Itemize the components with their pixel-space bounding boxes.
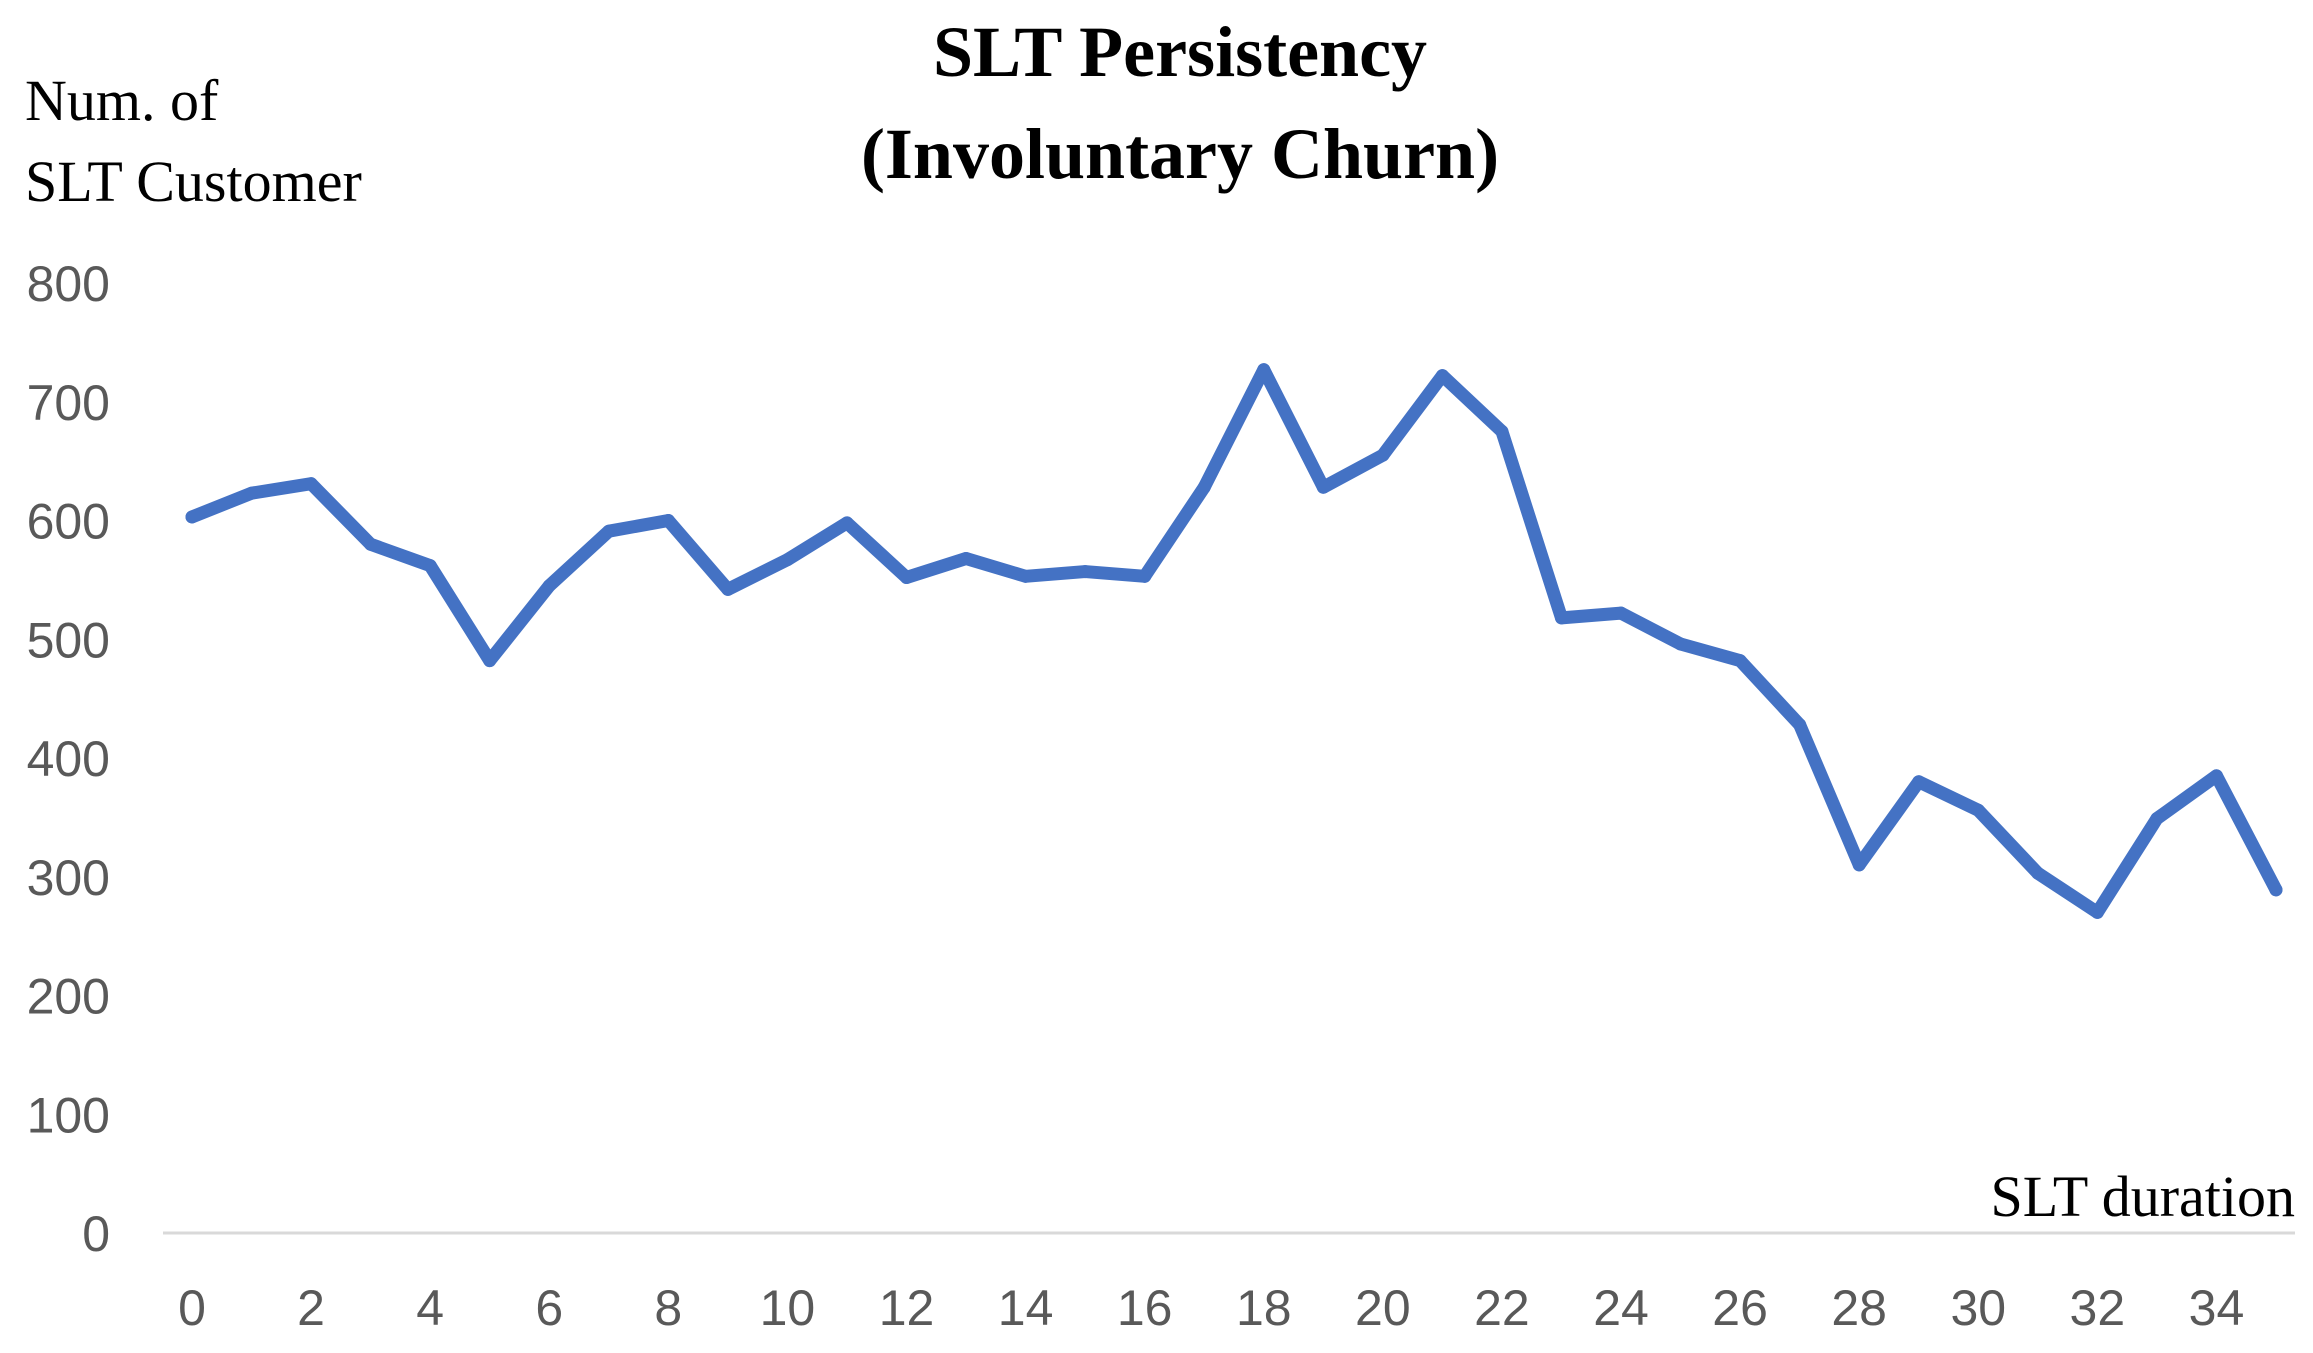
y-axis-label-line-2: SLT Customer xyxy=(25,149,362,214)
data-point xyxy=(721,582,735,596)
chart-title: SLT Persistency xyxy=(933,12,1427,92)
data-point xyxy=(1376,448,1390,462)
data-point xyxy=(602,524,616,538)
x-tick-label: 22 xyxy=(1474,1280,1530,1336)
data-point xyxy=(1793,718,1807,732)
x-tick-label: 16 xyxy=(1117,1280,1173,1336)
data-point xyxy=(185,510,199,524)
data-point xyxy=(304,477,318,491)
x-tick-labels: 0 2 4 6 8 10 12 14 16 18 20 22 24 26 28 30 32 34 xyxy=(178,1280,2244,1336)
x-tick-label: 6 xyxy=(535,1280,563,1336)
data-point xyxy=(661,514,675,527)
data-point xyxy=(1614,606,1628,620)
x-tick-label: 2 xyxy=(297,1280,325,1336)
data-point xyxy=(1733,654,1747,668)
x-tick-label: 30 xyxy=(1950,1280,2006,1336)
data-point xyxy=(1197,480,1211,494)
x-tick-label: 20 xyxy=(1355,1280,1411,1336)
y-axis-label-line-1: Num. of xyxy=(25,68,219,133)
series-line xyxy=(185,363,2283,919)
data-point xyxy=(840,516,854,530)
y-tick-label: 100 xyxy=(27,1087,110,1143)
y-tick-label: 500 xyxy=(27,612,110,668)
y-tick-label: 0 xyxy=(82,1206,110,1262)
series-layer xyxy=(185,363,2283,919)
data-point xyxy=(1554,611,1568,625)
y-tick-label: 800 xyxy=(27,256,110,312)
x-axis-label: SLT duration xyxy=(1990,1164,2295,1229)
data-point xyxy=(483,654,497,668)
data-point xyxy=(2269,883,2283,897)
data-point xyxy=(1138,569,1152,583)
chart-subtitle: (Involuntary Churn) xyxy=(861,114,1499,194)
data-point xyxy=(2150,812,2164,826)
data-point xyxy=(2090,905,2104,919)
data-point xyxy=(1078,565,1092,579)
data-point xyxy=(780,553,794,567)
x-tick-label: 4 xyxy=(416,1280,444,1336)
x-tick-label: 34 xyxy=(2189,1280,2245,1336)
data-point xyxy=(1495,424,1509,438)
y-tick-label: 200 xyxy=(27,969,110,1025)
data-point xyxy=(1971,803,1985,817)
data-point xyxy=(959,552,973,565)
x-tick-label: 18 xyxy=(1236,1280,1292,1336)
data-point xyxy=(423,559,437,573)
data-point xyxy=(245,486,259,500)
data-point xyxy=(1257,363,1271,377)
x-tick-label: 24 xyxy=(1593,1280,1649,1336)
data-point xyxy=(542,579,556,593)
y-tick-label: 300 xyxy=(27,850,110,906)
x-tick-label: 26 xyxy=(1712,1280,1768,1336)
x-tick-label: 0 xyxy=(178,1280,206,1336)
y-tick-label: 700 xyxy=(27,375,110,431)
data-point xyxy=(1435,369,1449,383)
data-point xyxy=(364,537,378,551)
y-tick-label: 600 xyxy=(27,494,110,550)
data-point xyxy=(2031,866,2045,880)
x-tick-label: 10 xyxy=(760,1280,816,1336)
y-tick-label: 400 xyxy=(27,731,110,787)
data-point xyxy=(1019,569,1033,583)
x-tick-label: 12 xyxy=(879,1280,935,1336)
data-point xyxy=(1674,637,1688,651)
data-point xyxy=(2209,769,2223,783)
x-tick-label: 28 xyxy=(1831,1280,1887,1336)
data-point xyxy=(1912,775,1926,789)
x-tick-label: 8 xyxy=(654,1280,682,1336)
data-point xyxy=(900,571,914,584)
data-point xyxy=(1316,480,1330,494)
x-tick-label: 32 xyxy=(2070,1280,2126,1336)
data-point xyxy=(1852,858,1866,872)
y-tick-labels: 0 100 200 300 400 500 600 700 800 xyxy=(27,256,110,1262)
x-tick-label: 14 xyxy=(998,1280,1054,1336)
